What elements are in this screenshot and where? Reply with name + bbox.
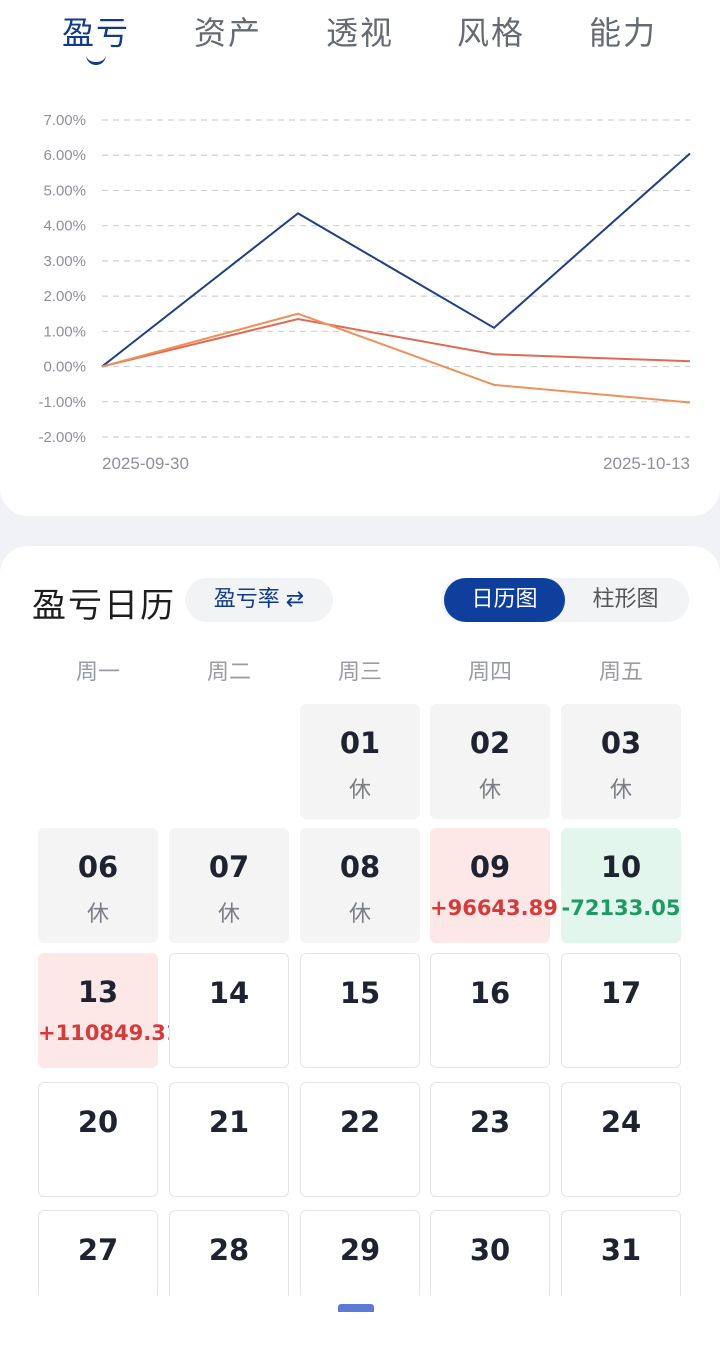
- tab-bar: 盈亏 资产 透视 风格 能力: [0, 0, 720, 72]
- calendar-day-cell[interactable]: 29: [300, 1210, 420, 1300]
- nav-home-icon[interactable]: [338, 1304, 374, 1312]
- holiday-label: 休: [348, 902, 371, 927]
- day-number: 14: [208, 976, 250, 1010]
- day-number: 17: [600, 976, 642, 1010]
- day-number: 03: [600, 726, 642, 760]
- holiday-label: 休: [217, 902, 240, 927]
- day-number: 23: [469, 1105, 511, 1139]
- holiday-label: 休: [609, 778, 632, 803]
- tab-assets[interactable]: 资产: [168, 8, 288, 54]
- x-tick-label: 2025-09-30: [102, 454, 189, 473]
- calendar-day-cell[interactable]: 20: [38, 1082, 158, 1197]
- weekday-label: 周四: [467, 660, 512, 685]
- holiday-label: 休: [348, 778, 371, 803]
- return-line-chart: 7.00% 6.00% 5.00% 4.00% 3.00% 2.00% 1.00% 0.00%…: [38, 112, 691, 473]
- y-tick-label: 4.00%: [43, 218, 86, 235]
- calendar-day-cell[interactable]: 07 休: [169, 828, 289, 943]
- daily-pnl-value: -72133.05: [561, 896, 681, 920]
- day-number: 07: [208, 850, 250, 884]
- day-number: 13: [77, 975, 119, 1009]
- x-tick-label: 2025-10-13: [603, 454, 690, 473]
- calendar-day-cell[interactable]: 02 休: [430, 704, 550, 819]
- active-tab-indicator: [86, 52, 106, 65]
- calendar-day-cell[interactable]: 22: [300, 1082, 420, 1197]
- y-tick-label: -1.00%: [38, 394, 86, 411]
- performance-card: 盈亏 资产 透视 风格 能力 7.00% 6.00% 5.00% 4.00% 3.00%…: [0, 0, 720, 516]
- day-number: 29: [339, 1233, 381, 1267]
- tab-label: 盈亏: [61, 14, 130, 52]
- tab-style[interactable]: 风格: [431, 8, 551, 54]
- y-tick-label: 1.00%: [43, 323, 86, 340]
- series-line-2: [101, 317, 691, 368]
- rate-label: 盈亏率: [213, 587, 280, 612]
- day-number: 02: [469, 726, 511, 760]
- calendar-day-cell[interactable]: 23: [430, 1082, 550, 1197]
- weekday-label: 周五: [598, 660, 643, 685]
- calendar-day-cell[interactable]: 28: [169, 1210, 289, 1300]
- weekday-label: 周一: [75, 660, 120, 685]
- rate-toggle-button[interactable]: 盈亏率 ⇄: [185, 578, 333, 622]
- y-tick-label: -2.00%: [38, 429, 86, 446]
- view-toggle: 日历图 柱形图: [441, 578, 689, 622]
- y-tick-label: 3.00%: [43, 253, 86, 270]
- calendar-day-cell[interactable]: 14: [169, 953, 289, 1068]
- calendar-day-cell[interactable]: 08 休: [300, 828, 420, 943]
- calendar-day-cell[interactable]: 15: [300, 953, 420, 1068]
- series-line-1: [101, 152, 691, 368]
- swap-icon: ⇄: [285, 587, 305, 612]
- day-number: 16: [469, 976, 511, 1010]
- day-number: 01: [339, 726, 381, 760]
- calendar-day-cell[interactable]: 30: [430, 1210, 550, 1300]
- holiday-label: 休: [86, 902, 109, 927]
- bar-view-button[interactable]: 柱形图: [592, 587, 659, 612]
- day-number: 24: [600, 1105, 642, 1139]
- tab-profit-loss[interactable]: 盈亏: [36, 8, 156, 65]
- day-number: 15: [339, 976, 381, 1010]
- day-number: 06: [77, 850, 119, 884]
- calendar-day-cell[interactable]: 17: [561, 953, 681, 1068]
- day-number: 10: [600, 850, 642, 884]
- day-number: 31: [600, 1233, 642, 1267]
- holiday-label: 休: [478, 778, 501, 803]
- y-tick-label: 2.00%: [43, 288, 86, 305]
- calendar-card: 盈亏日历 盈亏率 ⇄ 日历图 柱形图 周一 周二 周三 周四 周五 01 休 02 休 03 休 06…: [0, 546, 720, 1346]
- day-number: 21: [208, 1105, 250, 1139]
- calendar-view-button[interactable]: 日历图: [444, 578, 565, 622]
- weekday-label: 周二: [206, 660, 251, 685]
- calendar-day-cell[interactable]: 16: [430, 953, 550, 1068]
- tab-perspective[interactable]: 透视: [300, 8, 420, 54]
- day-number: 20: [77, 1105, 119, 1139]
- calendar-day-cell[interactable]: 31: [561, 1210, 681, 1300]
- calendar-day-cell[interactable]: 06 休: [38, 828, 158, 943]
- tab-ability[interactable]: 能力: [563, 8, 683, 54]
- calendar-day-cell[interactable]: 21: [169, 1082, 289, 1197]
- day-number: 09: [469, 850, 511, 884]
- day-number: 28: [208, 1233, 250, 1267]
- tab-label: 资产: [193, 14, 262, 52]
- calendar-day-cell[interactable]: 09 +96643.89: [430, 828, 558, 943]
- series-line-3: [101, 312, 691, 404]
- calendar-day-cell[interactable]: 27: [38, 1210, 158, 1300]
- daily-pnl-value: +110849.31: [38, 1021, 181, 1045]
- calendar-day-cell[interactable]: 13 +110849.31: [38, 953, 181, 1068]
- day-number: 27: [77, 1233, 119, 1267]
- calendar-day-cell[interactable]: 03 休: [561, 704, 681, 819]
- day-number: 08: [339, 850, 381, 884]
- calendar-title: 盈亏日历: [32, 586, 176, 626]
- calendar-day-cell[interactable]: 01 休: [300, 704, 420, 819]
- tab-label: 能力: [588, 14, 657, 52]
- y-tick-label: 7.00%: [43, 112, 86, 129]
- tab-label: 透视: [325, 14, 394, 52]
- tab-label: 风格: [456, 14, 525, 52]
- weekday-label: 周三: [337, 660, 382, 685]
- day-number: 30: [469, 1233, 511, 1267]
- y-tick-label: 5.00%: [43, 182, 86, 199]
- y-tick-label: 6.00%: [43, 147, 86, 164]
- y-tick-label: 0.00%: [43, 359, 86, 376]
- daily-pnl-value: +96643.89: [430, 896, 558, 920]
- calendar-day-cell[interactable]: 24: [561, 1082, 681, 1197]
- calendar-day-cell[interactable]: 10 -72133.05: [561, 828, 681, 943]
- day-number: 22: [339, 1105, 381, 1139]
